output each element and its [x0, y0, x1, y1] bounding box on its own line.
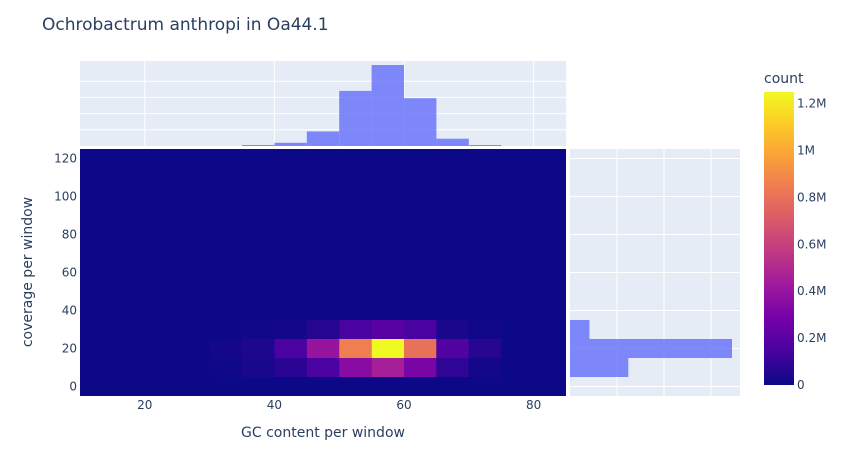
y-tick-label: 60	[62, 266, 77, 280]
heatmap-cell	[404, 339, 437, 358]
colorbar-tick-label: 0.2M	[797, 331, 826, 345]
colorbar-title: count	[764, 71, 804, 87]
marginal-y-bar	[570, 339, 732, 358]
y-tick-label: 100	[54, 190, 77, 204]
heatmap-cell	[404, 320, 437, 339]
marginal-x-histogram	[242, 65, 502, 146]
marginal-x-bar	[468, 145, 502, 146]
x-tick-label: 60	[396, 398, 411, 412]
heatmap-cell	[274, 320, 307, 339]
marginal-x-bar	[436, 138, 469, 146]
marginal-x-bar	[274, 142, 307, 146]
chart-title: Ochrobactrum anthropi in Oa44.1	[42, 15, 329, 35]
marginal-x-bar	[242, 145, 275, 146]
heatmap-cell	[242, 339, 275, 358]
heatmap-cell	[371, 358, 404, 377]
marginal-y-histogram	[570, 320, 732, 377]
y-tick-label: 80	[62, 228, 77, 242]
heatmap-cell	[404, 358, 437, 377]
heatmap-cell	[436, 339, 469, 358]
marginal-y-bar	[570, 358, 629, 377]
heatmap-cell	[242, 320, 275, 339]
x-tick-label: 80	[526, 398, 541, 412]
marginal-x-bar	[306, 131, 340, 146]
y-tick-label: 40	[62, 304, 77, 318]
y-axis-title: coverage per window	[20, 197, 36, 347]
y-tick-label: 0	[69, 380, 77, 394]
y-tick-label: 20	[62, 342, 77, 356]
heatmap-cell	[468, 320, 502, 339]
heatmap-cell	[371, 339, 404, 358]
heatmap-cell	[436, 320, 469, 339]
heatmap-cell	[274, 339, 307, 358]
heatmap-cell	[339, 339, 372, 358]
colorbar-tick-label: 1.2M	[797, 97, 826, 111]
colorbar-tick-label: 0.4M	[797, 284, 826, 298]
heatmap-cell	[306, 339, 340, 358]
heatmap-cell	[274, 358, 307, 377]
colorbar	[764, 92, 794, 385]
x-tick-label: 20	[137, 398, 152, 412]
axis-ticks: 20 40 60 80 0 20 40 60 80 100 120	[54, 152, 541, 413]
marginal-x-bar	[371, 65, 404, 146]
colorbar-ticks: 0 0.2M 0.4M 0.6M 0.8M 1M 1.2M	[797, 97, 826, 392]
x-tick-label: 40	[267, 398, 282, 412]
heatmap-cell	[468, 339, 502, 358]
heatmap-cell	[242, 358, 275, 377]
heatmap-cell	[436, 358, 469, 377]
marginal-x-bar	[339, 90, 372, 146]
y-tick-label: 120	[54, 152, 77, 166]
heatmap-cell	[306, 358, 340, 377]
colorbar-tick-label: 1M	[797, 144, 815, 158]
heatmap-cells	[209, 320, 502, 377]
marginal-x-bar	[404, 98, 437, 146]
heatmap-cell	[339, 320, 372, 339]
colorbar-tick-label: 0.8M	[797, 190, 826, 204]
colorbar-tick-label: 0	[797, 378, 805, 392]
colorbar-tick-label: 0.6M	[797, 237, 826, 251]
heatmap-cell	[339, 358, 372, 377]
x-axis-title: GC content per window	[241, 425, 405, 441]
heatmap-cell	[209, 339, 242, 358]
marginal-y-bar	[570, 320, 590, 339]
heatmap-cell	[468, 358, 502, 377]
heatmap-cell	[209, 358, 242, 377]
heatmap-cell	[371, 320, 404, 339]
heatmap-cell	[306, 320, 340, 339]
